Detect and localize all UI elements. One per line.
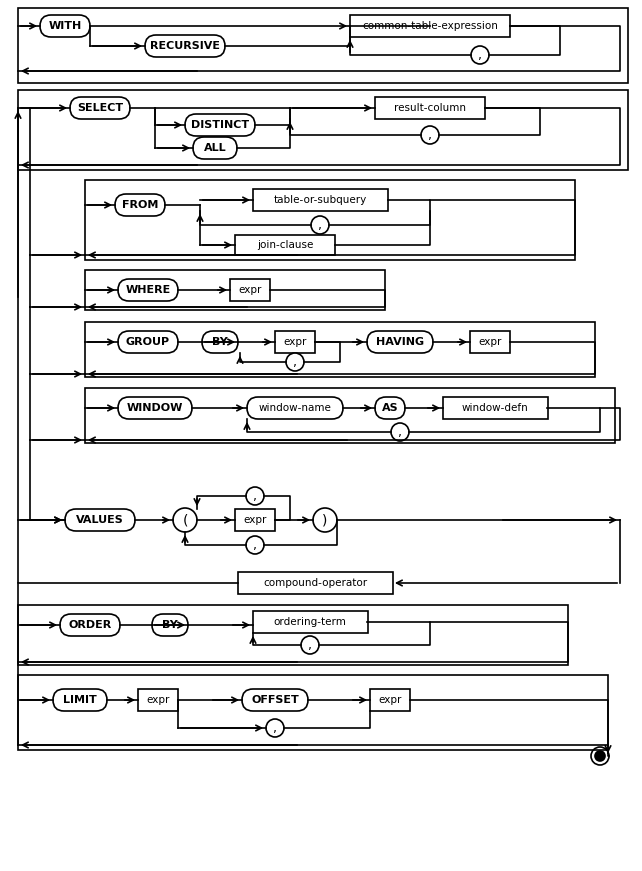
Text: ,: , bbox=[398, 426, 402, 438]
Bar bbox=[350, 15, 510, 37]
Circle shape bbox=[313, 508, 337, 532]
FancyBboxPatch shape bbox=[118, 397, 192, 419]
Text: join-clause: join-clause bbox=[257, 240, 313, 250]
Bar bbox=[18, 90, 628, 170]
FancyBboxPatch shape bbox=[193, 137, 237, 159]
Text: BY: BY bbox=[162, 620, 178, 630]
Bar bbox=[443, 397, 548, 419]
Bar bbox=[370, 689, 410, 711]
Bar bbox=[85, 388, 615, 443]
Bar bbox=[235, 235, 335, 255]
Bar bbox=[253, 611, 368, 633]
Text: expr: expr bbox=[283, 337, 307, 347]
Circle shape bbox=[173, 508, 197, 532]
Bar bbox=[85, 270, 385, 310]
Circle shape bbox=[246, 536, 264, 554]
Text: WHERE: WHERE bbox=[125, 285, 171, 295]
Text: expr: expr bbox=[146, 695, 169, 705]
Text: WITH: WITH bbox=[48, 21, 82, 31]
Bar bbox=[275, 331, 315, 353]
FancyBboxPatch shape bbox=[185, 114, 255, 136]
Text: window-name: window-name bbox=[259, 403, 331, 413]
Text: ,: , bbox=[478, 49, 482, 62]
Text: expr: expr bbox=[243, 515, 266, 525]
Text: window-defn: window-defn bbox=[462, 403, 528, 413]
Text: expr: expr bbox=[478, 337, 501, 347]
Text: ordering-term: ordering-term bbox=[273, 617, 347, 627]
Text: ,: , bbox=[293, 355, 297, 368]
Text: LIMIT: LIMIT bbox=[63, 695, 97, 705]
FancyBboxPatch shape bbox=[145, 35, 225, 57]
Circle shape bbox=[246, 487, 264, 505]
Text: FROM: FROM bbox=[122, 200, 158, 210]
Text: ALL: ALL bbox=[204, 143, 227, 153]
Text: ,: , bbox=[308, 638, 312, 652]
Text: ,: , bbox=[253, 538, 257, 551]
Text: ,: , bbox=[318, 219, 322, 232]
FancyBboxPatch shape bbox=[53, 689, 107, 711]
Text: RECURSIVE: RECURSIVE bbox=[150, 41, 220, 51]
FancyBboxPatch shape bbox=[118, 331, 178, 353]
Circle shape bbox=[286, 353, 304, 371]
Bar bbox=[18, 675, 608, 750]
Text: GROUP: GROUP bbox=[126, 337, 170, 347]
FancyBboxPatch shape bbox=[367, 331, 433, 353]
Bar bbox=[230, 279, 270, 301]
Circle shape bbox=[595, 751, 605, 761]
Bar bbox=[85, 322, 595, 377]
Circle shape bbox=[266, 719, 284, 737]
Text: BY: BY bbox=[212, 337, 228, 347]
Circle shape bbox=[311, 216, 329, 234]
Text: ,: , bbox=[273, 721, 277, 734]
FancyBboxPatch shape bbox=[152, 614, 188, 636]
Text: table-or-subquery: table-or-subquery bbox=[273, 195, 367, 205]
FancyBboxPatch shape bbox=[375, 397, 405, 419]
Text: expr: expr bbox=[378, 695, 402, 705]
Circle shape bbox=[471, 46, 489, 64]
FancyBboxPatch shape bbox=[242, 689, 308, 711]
Text: ): ) bbox=[322, 513, 327, 527]
Text: SELECT: SELECT bbox=[77, 103, 123, 113]
Bar bbox=[375, 97, 485, 119]
FancyBboxPatch shape bbox=[70, 97, 130, 119]
Text: common-table-expression: common-table-expression bbox=[362, 21, 498, 31]
Circle shape bbox=[421, 126, 439, 144]
Text: ORDER: ORDER bbox=[69, 620, 112, 630]
Bar bbox=[470, 331, 510, 353]
FancyBboxPatch shape bbox=[118, 279, 178, 301]
Bar bbox=[138, 689, 178, 711]
Bar bbox=[235, 509, 275, 531]
Bar bbox=[238, 572, 393, 594]
FancyBboxPatch shape bbox=[65, 509, 135, 531]
Circle shape bbox=[301, 636, 319, 654]
Text: result-column: result-column bbox=[394, 103, 466, 113]
Bar bbox=[85, 180, 575, 260]
Text: ,: , bbox=[253, 490, 257, 503]
Text: WINDOW: WINDOW bbox=[127, 403, 183, 413]
Text: HAVING: HAVING bbox=[376, 337, 424, 347]
Bar bbox=[18, 605, 568, 665]
FancyBboxPatch shape bbox=[115, 194, 165, 216]
Text: expr: expr bbox=[238, 285, 262, 295]
Text: (: ( bbox=[182, 513, 187, 527]
Bar bbox=[18, 8, 628, 83]
FancyBboxPatch shape bbox=[202, 331, 238, 353]
Text: AS: AS bbox=[382, 403, 398, 413]
Text: compound-operator: compound-operator bbox=[263, 578, 367, 588]
FancyBboxPatch shape bbox=[247, 397, 343, 419]
Text: DISTINCT: DISTINCT bbox=[191, 120, 249, 130]
Circle shape bbox=[391, 423, 409, 441]
FancyBboxPatch shape bbox=[60, 614, 120, 636]
Bar bbox=[253, 189, 388, 211]
Text: VALUES: VALUES bbox=[76, 515, 124, 525]
FancyBboxPatch shape bbox=[40, 15, 90, 37]
Text: OFFSET: OFFSET bbox=[251, 695, 299, 705]
Text: ,: , bbox=[428, 129, 432, 141]
